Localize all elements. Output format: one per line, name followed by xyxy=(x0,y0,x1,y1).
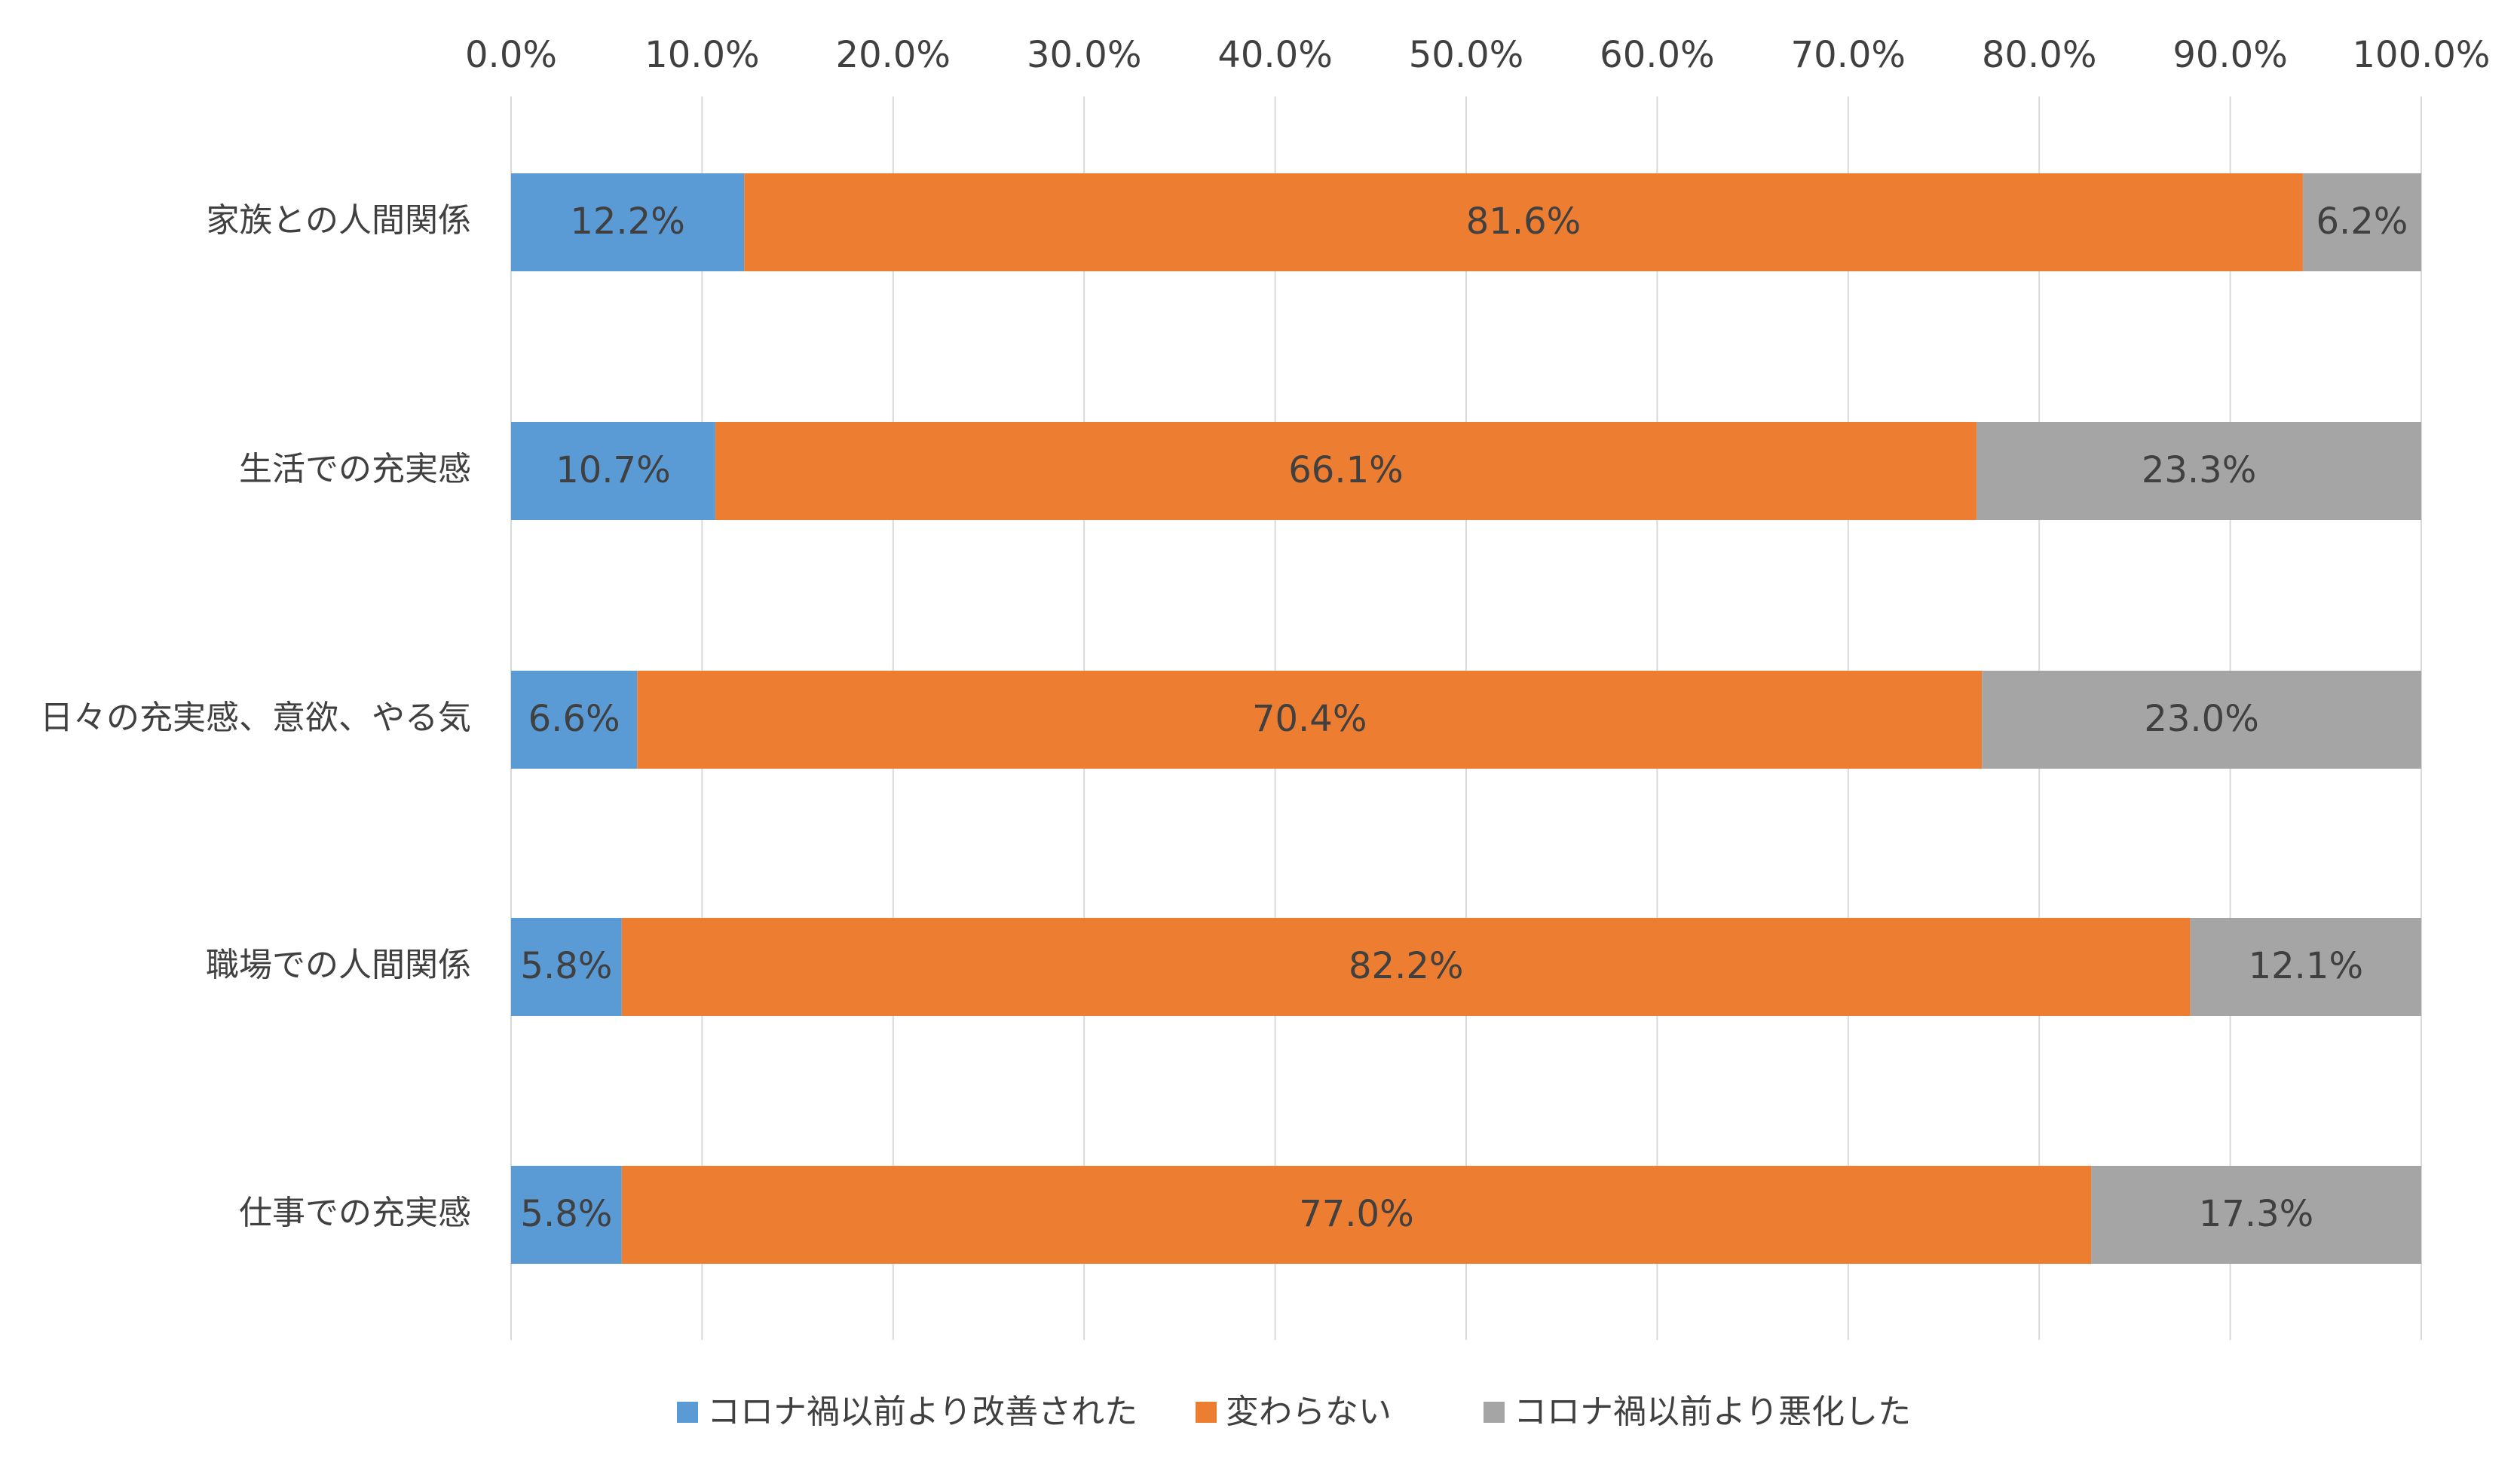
data-label: 23.0% xyxy=(2144,698,2258,740)
data-label: 23.3% xyxy=(2142,449,2256,491)
legend-label: コロナ禍以前より改善された xyxy=(707,1393,1138,1431)
bar-segment xyxy=(715,422,1977,520)
category-label: 仕事での充実感 xyxy=(239,1194,471,1232)
category-label: 家族との人間関係 xyxy=(206,201,471,240)
bar-segment xyxy=(637,671,1983,769)
data-label: 81.6% xyxy=(1466,200,1581,243)
bar-segment xyxy=(621,918,2191,1016)
x-axis-ticks: 0.0% 10.0% 20.0% 30.0% 40.0% 50.0% 60.0% 70.0% 8… xyxy=(465,34,2490,76)
bar-segment xyxy=(511,671,638,769)
legend-label: 変わらない xyxy=(1226,1393,1392,1431)
category-label: 職場での人間関係 xyxy=(206,946,471,984)
bar-segment xyxy=(511,1166,622,1264)
data-label: 66.1% xyxy=(1288,449,1403,491)
x-tick-label: 40.0% xyxy=(1217,34,1332,76)
bar-segment xyxy=(511,422,715,520)
x-tick-label: 30.0% xyxy=(1027,34,1141,76)
x-tick-label: 10.0% xyxy=(645,34,759,76)
x-tick-label: 0.0% xyxy=(465,34,557,76)
x-tick-label: 70.0% xyxy=(1791,34,1906,76)
data-label: 5.8% xyxy=(520,945,612,987)
data-labels: 12.2% 81.6% 6.2% 10.7% 66.1% 23.3% 6.6% 70.4% 23… xyxy=(520,200,2408,1235)
x-tick-label: 50.0% xyxy=(1409,34,1523,76)
bar-segment xyxy=(621,1166,2092,1264)
x-tick-label: 90.0% xyxy=(2172,34,2287,76)
bar-segment xyxy=(2302,173,2421,271)
x-tick-label: 60.0% xyxy=(1600,34,1714,76)
x-tick-label: 100.0% xyxy=(2352,34,2490,76)
data-label: 17.3% xyxy=(2199,1193,2313,1235)
bar-segment xyxy=(744,173,2303,271)
legend-swatch xyxy=(1196,1402,1217,1423)
bar-segment xyxy=(2091,1166,2421,1264)
data-label: 82.2% xyxy=(1349,945,1463,987)
category-label: 生活での充実感 xyxy=(239,450,471,488)
data-label: 12.2% xyxy=(570,200,684,243)
data-label: 6.6% xyxy=(528,698,620,740)
bar-segment xyxy=(511,918,622,1016)
category-labels: 家族との人間関係生活での充実感日々の充実感、意欲、やる気職場での人間関係仕事での… xyxy=(40,201,471,1232)
data-label: 5.8% xyxy=(520,1193,612,1235)
bar-segment xyxy=(2190,918,2421,1016)
data-label: 10.7% xyxy=(556,449,670,491)
bar-segment xyxy=(1982,671,2421,769)
data-label: 6.2% xyxy=(2316,200,2408,243)
bars xyxy=(511,173,2421,1264)
legend-swatch xyxy=(1484,1402,1505,1423)
x-tick-label: 80.0% xyxy=(1982,34,2096,76)
legend: コロナ禍以前より改善された 変わらない コロナ禍以前より悪化した xyxy=(677,1393,1911,1431)
legend-label: コロナ禍以前より悪化した xyxy=(1514,1393,1911,1431)
category-label: 日々の充実感、意欲、やる気 xyxy=(40,699,471,737)
data-label: 70.4% xyxy=(1252,698,1367,740)
legend-swatch xyxy=(677,1402,698,1423)
bar-segment xyxy=(1977,422,2421,520)
x-tick-label: 20.0% xyxy=(836,34,951,76)
data-label: 12.1% xyxy=(2249,945,2363,987)
data-label: 77.0% xyxy=(1299,1193,1413,1235)
bar-segment xyxy=(511,173,745,271)
